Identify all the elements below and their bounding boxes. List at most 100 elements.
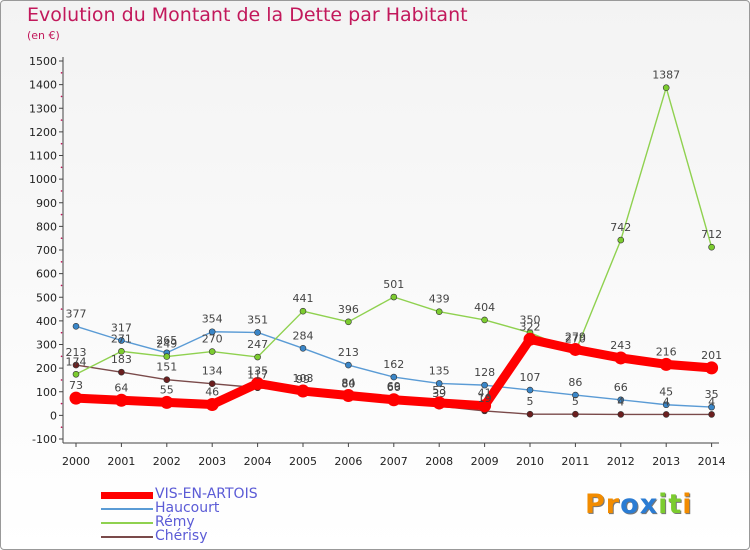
data-point xyxy=(662,401,670,409)
data-label: 99 xyxy=(296,373,310,386)
data-label: 151 xyxy=(156,361,177,374)
y-minor-tick xyxy=(60,379,63,381)
legend-swatch xyxy=(101,492,153,499)
y-minor-tick xyxy=(60,95,63,98)
data-label: 201 xyxy=(701,349,722,362)
data-label: 128 xyxy=(474,366,495,379)
data-point xyxy=(345,361,352,369)
data-label: 213 xyxy=(66,346,87,359)
data-label: 66 xyxy=(614,381,628,394)
data-label: 86 xyxy=(568,376,582,389)
data-label: 69 xyxy=(387,380,401,393)
logo-letter: o xyxy=(620,489,640,520)
data-label: 712 xyxy=(701,228,722,241)
data-label: 213 xyxy=(338,346,359,359)
y-tick-label: 1200 xyxy=(29,126,57,139)
data-label: 501 xyxy=(383,278,404,291)
data-label: 46 xyxy=(205,386,219,399)
data-point xyxy=(163,353,171,360)
logo-letter: x xyxy=(639,489,659,520)
data-point xyxy=(208,328,216,336)
logo-letter: i xyxy=(682,489,693,520)
x-tick-label: 2000 xyxy=(62,455,90,468)
data-point xyxy=(251,376,265,390)
y-minor-tick xyxy=(60,355,63,358)
data-label: 216 xyxy=(656,345,677,358)
x-tick-label: 2008 xyxy=(425,455,453,468)
data-point xyxy=(617,236,625,244)
data-point xyxy=(705,361,719,375)
y-minor-tick xyxy=(60,426,63,428)
data-point xyxy=(163,376,171,384)
data-point xyxy=(659,357,673,371)
data-point xyxy=(435,308,443,315)
data-label: 134 xyxy=(202,365,223,378)
data-label: 439 xyxy=(429,293,450,306)
data-point xyxy=(568,342,582,356)
data-label: 279 xyxy=(565,330,586,343)
data-label: 742 xyxy=(610,221,631,234)
data-label: 135 xyxy=(429,364,450,377)
logo-letter: r xyxy=(605,489,621,520)
y-minor-tick xyxy=(60,72,63,74)
x-tick-label: 2004 xyxy=(244,455,272,468)
y-tick-label: 700 xyxy=(36,244,57,257)
proxiti-logo: Proxiti xyxy=(585,489,693,520)
data-point xyxy=(205,398,219,412)
data-label: 103 xyxy=(293,372,314,385)
y-tick-label: 300 xyxy=(36,339,57,352)
y-tick-label: 1100 xyxy=(29,150,57,163)
data-label: 19 xyxy=(478,392,492,405)
y-minor-tick xyxy=(60,402,63,405)
y-minor-tick xyxy=(60,190,63,192)
data-point xyxy=(708,243,715,251)
data-point xyxy=(572,391,579,399)
y-tick-label: 1400 xyxy=(29,79,57,92)
data-label: 351 xyxy=(247,313,268,326)
data-label: 4 xyxy=(663,395,670,408)
y-tick-label: 1300 xyxy=(29,102,57,115)
data-point xyxy=(118,368,125,376)
y-tick-label: 100 xyxy=(36,386,57,399)
data-label: 73 xyxy=(69,379,83,392)
data-point xyxy=(523,332,537,346)
y-tick-label: 900 xyxy=(36,197,57,210)
data-label: 284 xyxy=(293,329,314,342)
data-label: 317 xyxy=(111,321,132,334)
data-point xyxy=(390,293,398,301)
y-minor-tick xyxy=(60,166,63,169)
data-label: 41 xyxy=(478,387,492,400)
data-point xyxy=(69,391,83,405)
y-tick-label: 600 xyxy=(36,268,57,281)
data-point xyxy=(390,373,398,381)
data-point xyxy=(617,411,625,418)
data-label: 84 xyxy=(341,377,355,390)
y-minor-tick xyxy=(60,213,63,216)
y-minor-tick xyxy=(60,119,63,121)
data-label: 4 xyxy=(617,395,624,408)
data-label: 66 xyxy=(387,381,401,394)
data-point xyxy=(526,410,534,418)
data-point xyxy=(481,381,488,389)
y-minor-tick xyxy=(60,308,63,310)
data-point xyxy=(432,396,446,410)
legend-swatch xyxy=(101,522,153,524)
legend-swatch xyxy=(101,508,153,510)
y-minor-tick xyxy=(60,331,63,334)
logo-letter: t xyxy=(668,489,683,520)
data-point xyxy=(478,399,492,413)
y-minor-tick xyxy=(60,237,63,239)
data-point xyxy=(481,316,488,324)
data-point xyxy=(72,361,80,369)
y-tick-label: 0 xyxy=(50,409,57,422)
data-point xyxy=(435,380,443,387)
legend-label: Chérisy xyxy=(155,528,208,544)
data-label: 80 xyxy=(341,377,355,390)
axes: -100 0 100 200 300 400 500 600 700 800 900 1000 1100… xyxy=(29,55,726,468)
data-point xyxy=(208,348,216,355)
data-point xyxy=(614,351,628,365)
x-tick-label: 2009 xyxy=(471,455,499,468)
y-tick-label: 500 xyxy=(36,291,57,304)
